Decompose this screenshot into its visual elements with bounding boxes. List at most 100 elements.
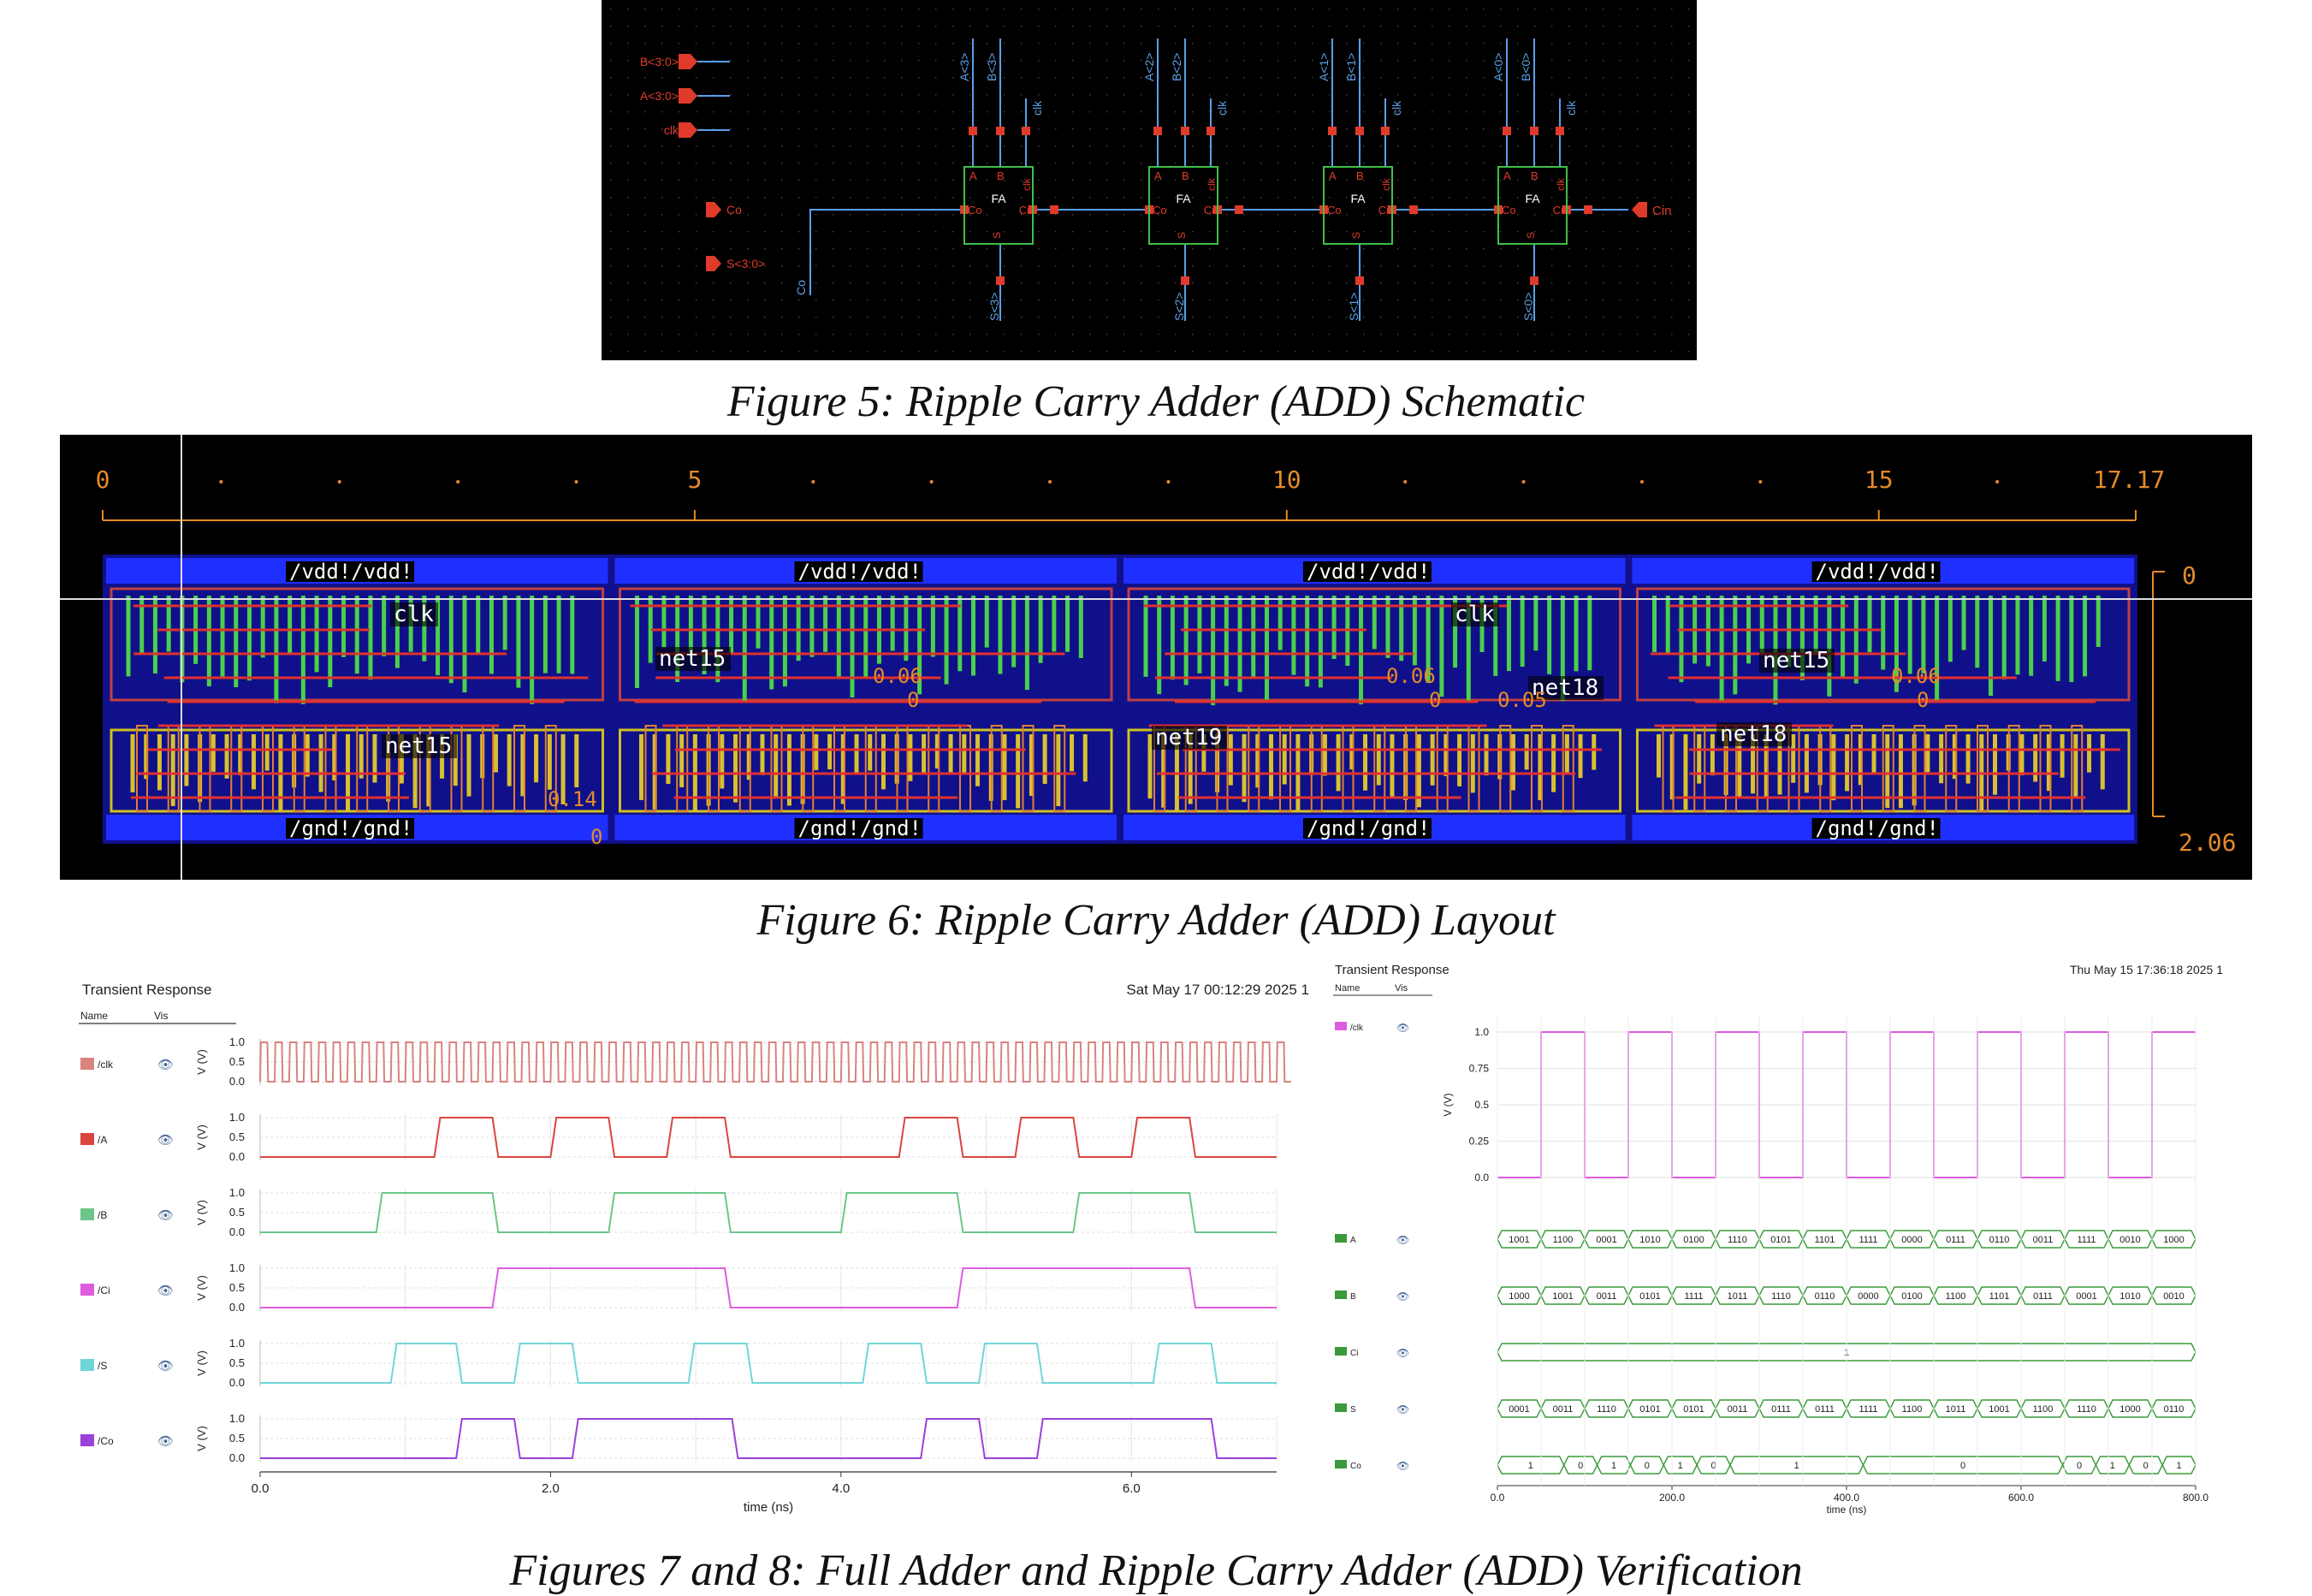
fa-pin-s: S xyxy=(1525,232,1537,239)
fig7-timestamp: Sat May 17 00:12:29 2025 1 xyxy=(1126,982,1309,998)
connection-dot xyxy=(1355,276,1364,285)
ruler-tick-label: 15 xyxy=(1864,466,1894,494)
fa-pin-b: B xyxy=(997,169,1005,182)
eye-icon: 👁 xyxy=(1396,1460,1409,1472)
vertical-tick-label: 2.06 xyxy=(2179,828,2236,857)
ruler-minor-dot xyxy=(1639,480,1644,484)
connection-dot xyxy=(1206,127,1215,135)
bus-value: 1 xyxy=(1678,1461,1683,1471)
bus-value: 0 xyxy=(1960,1461,1965,1471)
x-tick-label: 200.0 xyxy=(1659,1492,1685,1504)
eye-icon: 👁 xyxy=(157,1433,174,1449)
net-label: net15 xyxy=(659,646,726,672)
y-tick-label: 0.5 xyxy=(229,1206,245,1219)
fa-title: FA xyxy=(991,192,1006,205)
signal-name: /clk xyxy=(1350,1023,1364,1033)
bus-value: 1000 xyxy=(2119,1404,2140,1415)
ruler-minor-dot xyxy=(811,480,815,484)
signal-color-swatch xyxy=(1335,1022,1347,1030)
block-b-net-label: B<0> xyxy=(1519,53,1532,81)
net-label: clk xyxy=(1455,602,1495,627)
carry-out-wire xyxy=(809,209,964,295)
eye-icon: 👁 xyxy=(1396,1403,1409,1415)
input-pin-icon xyxy=(679,122,697,138)
layout-labels: clk clk net15 net15 net15 net18 net18 net19 0.06… xyxy=(382,602,1941,849)
bus-value: 1001 xyxy=(1509,1235,1529,1245)
bus-value: 0101 xyxy=(1770,1235,1791,1245)
rail-label-bg xyxy=(1303,818,1432,839)
fig8-plots: /clk 👁 A 👁 B 👁 Ci 👁 S 👁 Co 👁 V (V) 1.0 0.75 0.5 0.25 0.0 1… xyxy=(1335,1015,2208,1516)
fig7-x-axis: 0.0 2.0 4.0 6.0 time (ns) xyxy=(252,1471,1277,1515)
x-tick-label: 600.0 xyxy=(2008,1492,2034,1504)
ruler-tick-label: 5 xyxy=(687,466,702,494)
vdd-rail-label: /vdd!/vdd! xyxy=(1816,560,1940,584)
fa-pin-co: Co xyxy=(1327,204,1342,217)
bus-value: 0010 xyxy=(2163,1291,2184,1302)
input-pin-label: B<3:0> xyxy=(640,55,679,68)
fig8-timestamp: Thu May 15 17:36:18 2025 1 xyxy=(2070,963,2223,976)
y-axis-label: V (V) xyxy=(1442,1093,1454,1116)
connection-dot xyxy=(1050,205,1058,214)
y-tick-label: 0.0 xyxy=(229,1301,245,1314)
bus-value: 1110 xyxy=(1597,1404,1616,1415)
connection-dot xyxy=(1530,276,1538,285)
net-label-bg xyxy=(1451,602,1499,626)
fa-pin-b: B xyxy=(1356,169,1364,182)
bus-value: 1101 xyxy=(1989,1291,2010,1302)
ruler-minor-dot xyxy=(456,480,460,484)
connection-dot xyxy=(1328,127,1337,135)
block-a-net-label: A<2> xyxy=(1142,53,1156,81)
ruler-minor-dot xyxy=(1166,480,1171,484)
net-label: net15 xyxy=(385,733,452,759)
x-tick-label: 4.0 xyxy=(832,1481,850,1496)
connection-dot xyxy=(1235,205,1243,214)
full-adder-block xyxy=(1323,166,1393,245)
bus-value: 1 xyxy=(1794,1461,1799,1471)
y-tick-label: 0.5 xyxy=(229,1130,245,1143)
y-axis-label: V (V) xyxy=(195,1275,208,1301)
bus-value: 0110 xyxy=(2164,1404,2185,1415)
bus-value: 1010 xyxy=(1639,1235,1660,1245)
ruler-minor-dot xyxy=(1048,480,1052,484)
eye-icon: 👁 xyxy=(157,1132,174,1148)
signal-color-swatch xyxy=(80,1058,94,1070)
bus-value: 1110 xyxy=(1771,1291,1791,1302)
signal-color-swatch xyxy=(1335,1460,1347,1468)
waveform-trace xyxy=(259,1041,1291,1083)
output-pin-label: Co xyxy=(726,203,742,217)
fig7-signal-rows: /clk 👁 V (V) 1.0 0.5 0.0/A 👁 V (V) 1.0 0.5 0.0/B 👁 V… xyxy=(80,1035,1291,1464)
eye-icon: 👁 xyxy=(1396,1234,1409,1246)
block-b-net-label: B<3> xyxy=(985,53,999,81)
signal-color-swatch xyxy=(80,1208,94,1220)
bus-value: 0011 xyxy=(1728,1404,1748,1415)
bus-value: 1110 xyxy=(2077,1404,2096,1415)
vdd-rail-label: /vdd!/vdd! xyxy=(1307,560,1431,584)
signal-color-swatch xyxy=(80,1284,94,1296)
signal-name: Co xyxy=(1350,1462,1361,1471)
fig8-col-vis: Vis xyxy=(1395,983,1408,994)
bus-value: 1010 xyxy=(2119,1291,2140,1302)
signal-color-swatch xyxy=(1335,1403,1347,1412)
bus-value: 0 xyxy=(1578,1461,1583,1471)
nwell-outline xyxy=(1127,587,1621,702)
fa-pin-ci: Ci xyxy=(1019,204,1029,217)
signal-color-swatch xyxy=(1335,1347,1347,1356)
fig8-col-name: Name xyxy=(1335,983,1360,994)
bus-value: 1011 xyxy=(1728,1291,1748,1302)
full-adder-block xyxy=(1148,166,1218,245)
fa-pin-co: Co xyxy=(1502,204,1516,217)
y-tick-label: 0.5 xyxy=(1474,1099,1489,1111)
y-tick-label: 0.5 xyxy=(229,1281,245,1294)
y-axis-label: V (V) xyxy=(195,1200,208,1225)
fa-pin-b: B xyxy=(1531,169,1538,182)
bus-value: 1 xyxy=(1611,1461,1616,1471)
fa-pin-ci: Ci xyxy=(1378,204,1389,217)
y-axis-label: V (V) xyxy=(195,1350,208,1376)
bus-value: 1 xyxy=(1528,1461,1533,1471)
waveform-trace xyxy=(260,1117,1277,1158)
bus-value: 1100 xyxy=(1553,1235,1574,1245)
fa-pin-a: A xyxy=(1154,169,1162,182)
net-label-bg xyxy=(655,647,731,671)
fa-pin-co: Co xyxy=(968,204,982,217)
rail-label-bg xyxy=(1811,818,1941,839)
